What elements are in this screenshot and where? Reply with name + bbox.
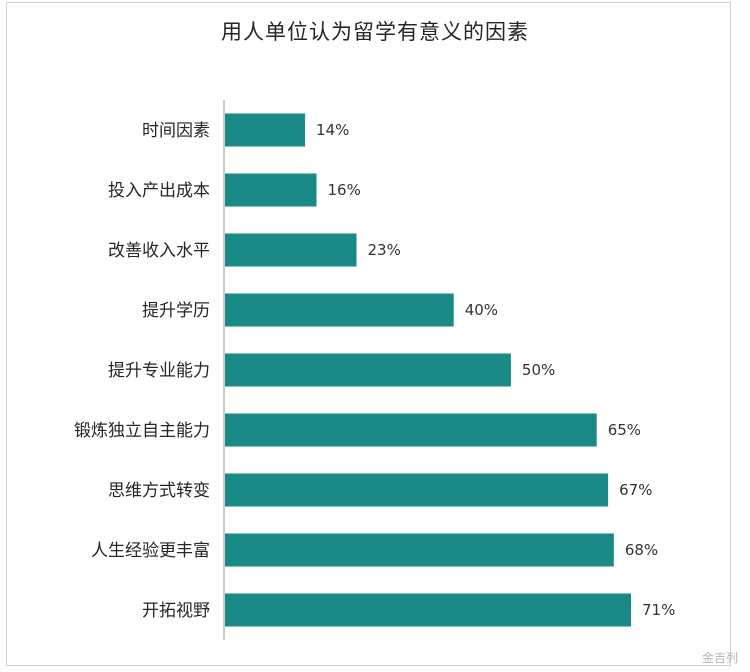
bar (225, 233, 357, 267)
category-label: 时间因素 (142, 121, 210, 141)
category-label: 锻炼独立自主能力 (74, 421, 210, 441)
bar (225, 473, 609, 507)
bar (225, 293, 454, 327)
chart-title: 用人单位认为留学有意义的因素 (221, 20, 529, 44)
bar (225, 593, 631, 627)
data-label: 23% (368, 241, 401, 259)
data-label: 14% (316, 121, 349, 139)
category-label: 人生经验更丰富 (91, 541, 210, 561)
data-label: 16% (327, 181, 360, 199)
data-label: 40% (465, 301, 498, 319)
category-label: 投入产出成本 (108, 181, 210, 201)
data-label: 68% (625, 541, 658, 559)
bar (225, 533, 614, 567)
bar (225, 413, 597, 447)
data-label: 67% (619, 481, 652, 499)
bar (225, 353, 511, 387)
category-label: 思维方式转变 (108, 481, 210, 501)
category-label: 提升专业能力 (108, 361, 210, 381)
data-label: 50% (522, 361, 555, 379)
bars-group: 时间因素 14% 投入产出成本 16% 改善收入水平 23% 提升学历 40% 提升专业能力 50… (74, 113, 675, 627)
category-label: 改善收入水平 (108, 241, 210, 261)
data-label: 71% (642, 601, 675, 619)
bar (225, 173, 317, 207)
category-label: 开拓视野 (142, 601, 210, 621)
bar (225, 113, 306, 147)
category-label: 提升学历 (142, 301, 210, 321)
watermark-logo: 金吉列 (701, 651, 738, 665)
data-label: 65% (608, 421, 641, 439)
